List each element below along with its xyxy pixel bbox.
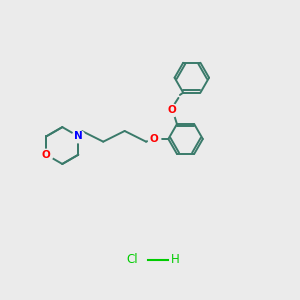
Text: N: N: [74, 131, 83, 141]
Text: Cl: Cl: [126, 254, 138, 266]
Text: O: O: [42, 150, 51, 160]
Text: O: O: [167, 105, 176, 115]
Text: H: H: [171, 254, 180, 266]
Text: O: O: [150, 134, 159, 144]
